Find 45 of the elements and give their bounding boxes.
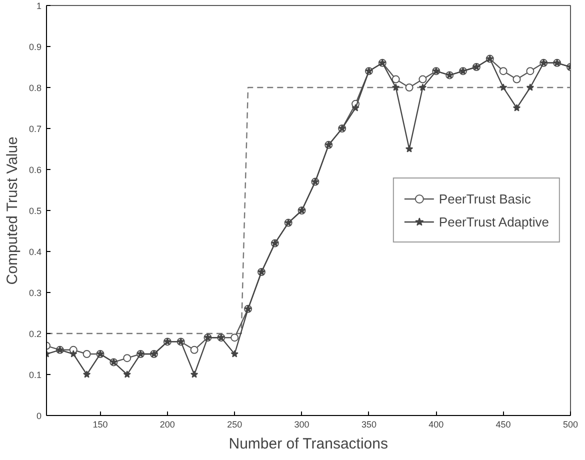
y-tick-label: 0.1 [28,370,42,380]
point [526,67,534,76]
point [392,84,400,91]
x-tick-label: 500 [562,420,578,430]
point [190,346,198,354]
point [499,84,508,91]
y-axis-title: Computed Trust Value [4,136,21,285]
point [123,370,131,378]
y-tick-label: 1 [36,1,42,11]
y-tick-label: 0.5 [28,206,42,216]
point [512,75,521,84]
x-tick-label: 350 [361,420,376,430]
point [123,354,132,362]
point [526,84,534,91]
point [190,370,198,378]
x-axis-title: Number of Transactions [228,436,388,452]
point [352,104,360,112]
point [392,75,400,84]
point [82,370,91,378]
point [499,67,508,76]
y-tick-label: 0.3 [28,288,42,298]
y-tick-label: 0.4 [28,247,42,257]
y-tick-label: 0.8 [28,83,42,93]
x-tick-label: 300 [294,420,310,430]
x-tick-label: 150 [92,420,108,430]
point [405,84,414,92]
x-tick-label: 450 [496,420,511,430]
y-tick-label: 0.9 [28,42,42,52]
x-tick-label: 250 [227,420,242,430]
x-tick-label: 200 [160,420,175,430]
x-tick-label: 400 [428,420,444,430]
point [230,350,238,358]
point [512,104,521,112]
legend-label: PeerTrust Basic [438,191,531,206]
y-tick-label: 0 [36,411,42,421]
legend-label: PeerTrust Adaptive [438,214,549,229]
point [230,334,239,342]
y-tick-label: 0.6 [28,165,42,175]
point [70,350,78,358]
point [82,350,91,358]
point [418,75,427,84]
point [405,145,414,152]
y-tick-label: 0.7 [28,124,42,134]
y-tick-label: 0.2 [28,329,42,339]
point [418,84,427,91]
